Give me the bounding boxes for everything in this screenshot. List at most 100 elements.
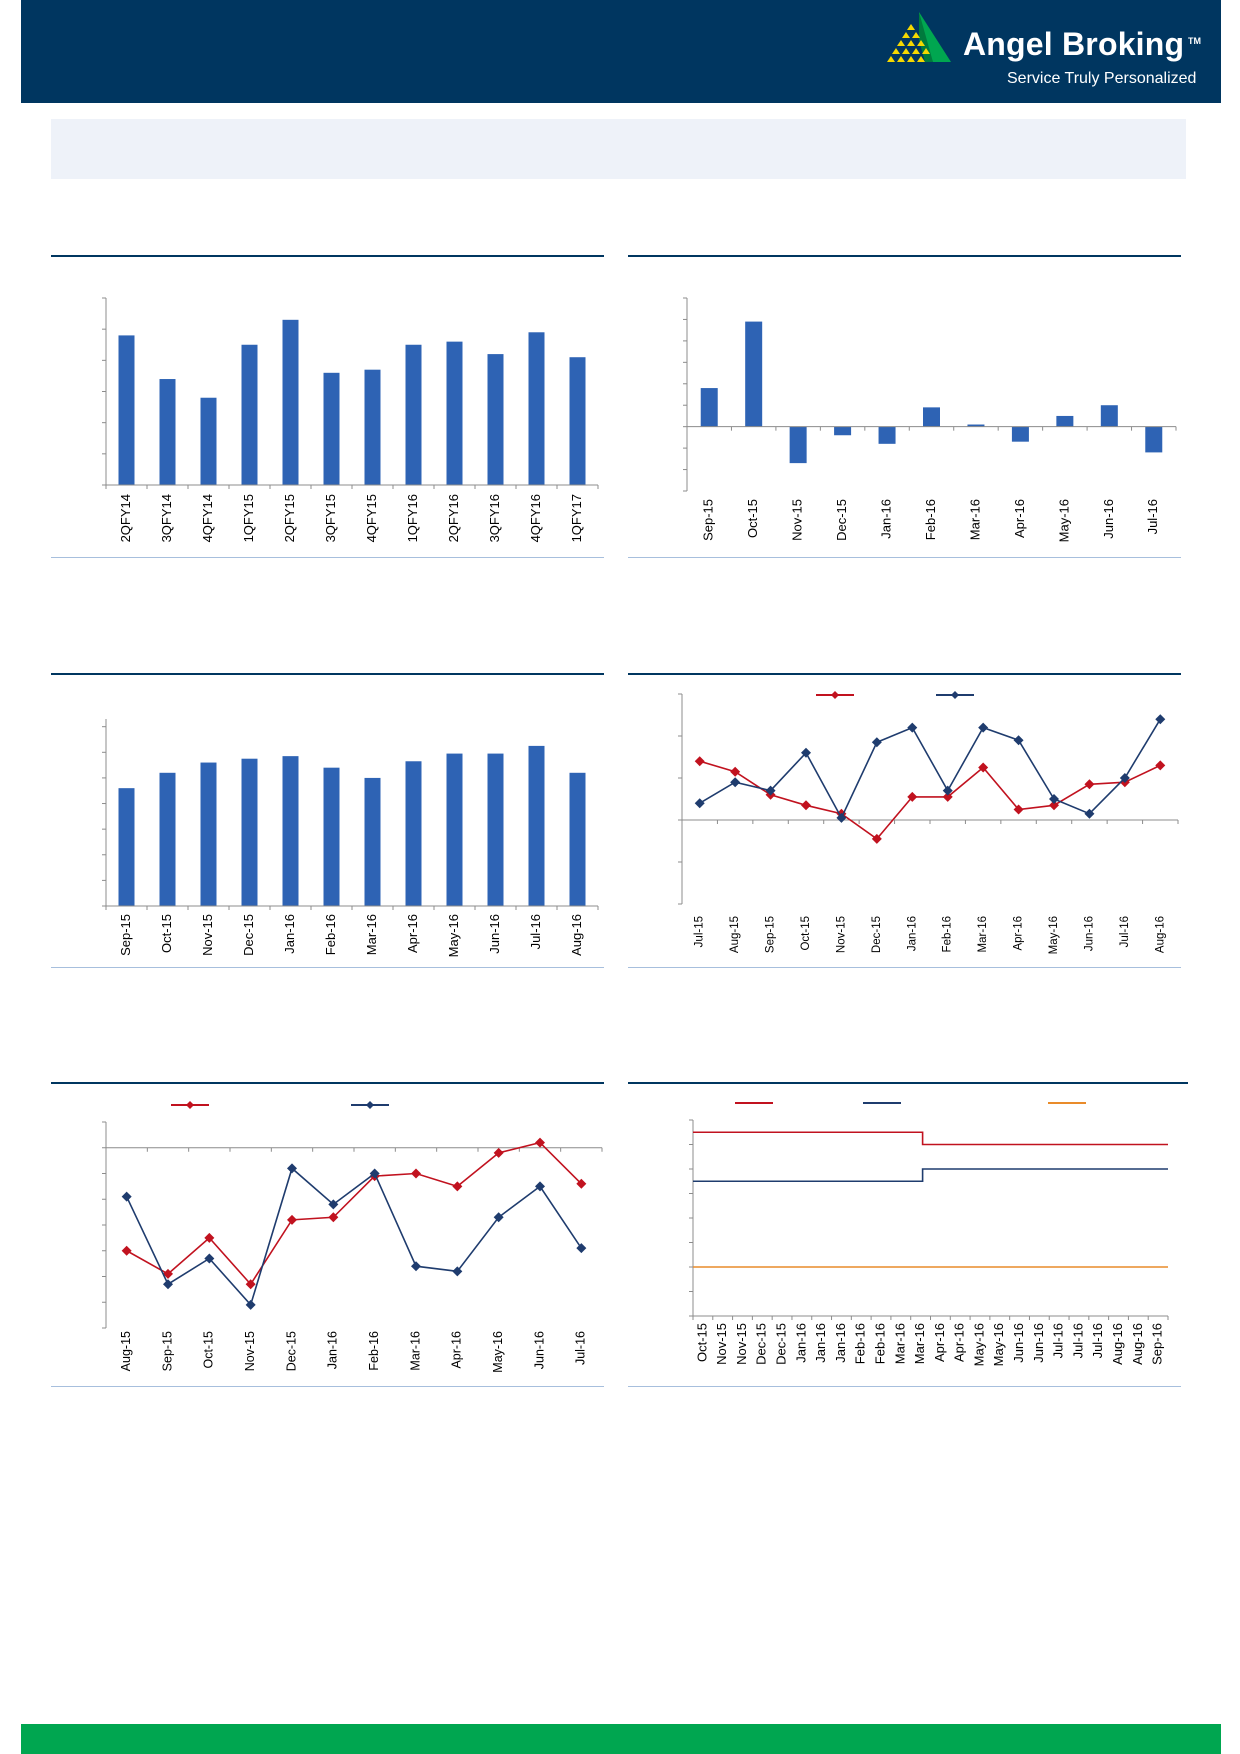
bar (967, 424, 985, 427)
data-point-marker (186, 1101, 194, 1109)
x-tick-label: Jul-16 (1070, 1323, 1085, 1358)
step-line-chart-rates: Oct-15 Nov-15 Nov-15 Dec-15 Dec-15 Jan-16 Jan-… (689, 1102, 1169, 1366)
panel-header-rule (51, 255, 604, 257)
data-point-marker (121, 1245, 132, 1256)
bar (364, 777, 381, 906)
x-tick-label: Apr-16 (952, 1323, 967, 1362)
data-point-marker (942, 785, 953, 796)
data-point-marker (1013, 804, 1024, 815)
data-point-marker (287, 1214, 297, 1225)
data-point-marker (730, 777, 741, 788)
data-point-marker (163, 1279, 173, 1290)
x-tick-label: Oct-15 (745, 499, 760, 538)
data-point-marker (1049, 794, 1059, 804)
x-tick-label: Feb-16 (853, 1323, 868, 1364)
x-tick-label: Jun-16 (1031, 1323, 1046, 1363)
bar (118, 335, 135, 485)
data-point-marker (978, 722, 989, 733)
data-point-marker (535, 1137, 545, 1148)
data-point-marker (951, 691, 959, 699)
data-point-marker (942, 791, 953, 802)
x-tick-label: Nov-15 (200, 914, 215, 956)
x-tick-label: Feb-16 (923, 499, 938, 540)
data-point-marker (452, 1181, 463, 1192)
x-tick-label: May-16 (1048, 916, 1060, 954)
series-line (699, 760, 1161, 840)
data-point-marker (369, 1168, 380, 1179)
x-tick-label: Feb-16 (367, 1331, 381, 1371)
bar (200, 762, 217, 906)
bar (1145, 426, 1163, 453)
x-tick-label: Dec-15 (774, 1323, 789, 1365)
data-point-marker (1049, 800, 1059, 811)
bar (282, 756, 299, 906)
series-line (693, 1131, 1168, 1146)
x-tick-label: Mar-16 (408, 1331, 422, 1371)
data-point-marker (204, 1253, 215, 1264)
footer-bar (21, 1724, 1221, 1754)
x-tick-label: Aug-16 (1154, 916, 1166, 953)
panel-footer-rule (51, 1386, 604, 1387)
data-point-marker (907, 791, 918, 802)
x-tick-label: 2QFY16 (446, 494, 461, 542)
angel-broking-logo-icon (887, 12, 951, 62)
data-point-marker (245, 1299, 256, 1310)
x-tick-label: Apr-16 (450, 1331, 464, 1369)
x-tick-label: Mar-16 (912, 1323, 927, 1364)
x-tick-label: Jul-15 (694, 916, 706, 947)
x-tick-label: Jul-16 (1145, 499, 1160, 534)
bar (405, 344, 422, 485)
bar (200, 397, 217, 485)
chart-panel-6: Oct-15 Nov-15 Nov-15 Dec-15 Dec-15 Jan-16 Jan-… (628, 1082, 1188, 1389)
bar (364, 369, 381, 485)
panel-header-rule (628, 673, 1181, 675)
data-point-marker (576, 1178, 587, 1189)
x-tick-label: May-16 (446, 914, 461, 957)
x-tick-label: Feb-16 (872, 1323, 887, 1364)
x-tick-label: Dec-15 (834, 499, 849, 541)
x-tick-label: Aug-15 (119, 1331, 133, 1371)
x-tick-label: Jan-16 (793, 1323, 808, 1363)
x-tick-label: 3QFY14 (159, 494, 174, 542)
bar (487, 354, 504, 485)
x-tick-label: May-16 (971, 1323, 986, 1366)
data-point-marker (765, 785, 776, 796)
panel-footer-rule (628, 557, 1181, 558)
x-tick-label: 1QFY17 (569, 494, 584, 542)
data-point-marker (1084, 779, 1095, 790)
x-tick-label: Nov-15 (734, 1323, 749, 1365)
x-tick-label: Dec-15 (871, 916, 883, 953)
x-tick-label: Sep-16 (1150, 1323, 1165, 1365)
x-tick-label: Nov-15 (243, 1331, 257, 1371)
bar (241, 758, 258, 906)
bar (1011, 426, 1029, 442)
x-tick-label: Apr-16 (405, 914, 420, 953)
panel-footer-rule (628, 1386, 1181, 1387)
data-point-marker (493, 1147, 504, 1158)
bar-chart-quarterly: 2QFY14 3QFY14 4QFY14 1QFY15 2QFY15 3QFY15 4QFY… (102, 297, 599, 542)
bar (569, 772, 586, 906)
data-point-marker (730, 766, 741, 777)
data-point-marker (493, 1212, 504, 1223)
data-point-marker (978, 762, 989, 773)
bar (878, 426, 896, 444)
x-tick-label: May-16 (991, 1323, 1006, 1366)
panel-header-rule (51, 1082, 604, 1084)
brand-trademark: TM (1188, 36, 1201, 46)
bar (834, 426, 852, 436)
x-tick-label: Jan-16 (906, 916, 918, 951)
x-tick-label: 3QFY16 (487, 494, 502, 542)
panel-footer-rule (51, 557, 604, 558)
x-tick-label: 1QFY16 (405, 494, 420, 542)
x-tick-label: Jun-16 (487, 914, 502, 954)
x-tick-label: Oct-15 (159, 914, 174, 953)
x-tick-label: Apr-16 (932, 1323, 947, 1362)
bar (487, 753, 504, 906)
x-tick-label: Jun-16 (1101, 499, 1116, 539)
x-tick-label: Aug-15 (729, 916, 741, 953)
data-point-marker (411, 1168, 421, 1179)
bar (118, 788, 135, 906)
bar (446, 753, 463, 906)
bar (405, 761, 422, 906)
data-point-marker (871, 737, 882, 748)
